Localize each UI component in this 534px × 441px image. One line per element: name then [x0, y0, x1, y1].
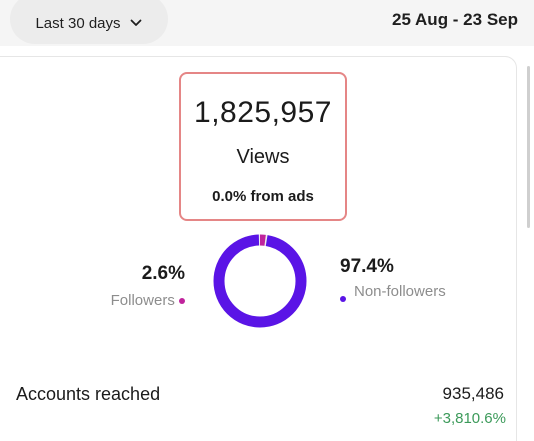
followers-percent: 2.6%	[141, 263, 185, 284]
views-label: Views	[236, 146, 290, 168]
non-followers-legend: Non-followers	[340, 283, 480, 302]
followers-stat: 2.6% Followers	[60, 262, 185, 309]
followers-legend: Followers	[60, 292, 185, 309]
views-card	[0, 56, 517, 441]
chevron-down-icon	[130, 19, 141, 26]
followers-legend-dot	[179, 298, 185, 305]
non-followers-percent: 97.4%	[340, 256, 394, 277]
top-bar: Last 30 days 25 Aug - 23 Sep	[0, 0, 534, 46]
accounts-reached-change: +3,810.6%	[433, 410, 506, 427]
date-range-selector[interactable]: Last 30 days	[10, 0, 168, 44]
ads-percentage: 0.0% from ads	[212, 188, 314, 205]
donut-segment-non-followers	[213, 234, 307, 328]
non-followers-legend-dot	[340, 296, 346, 302]
accounts-reached-value: 935,486	[442, 384, 504, 403]
accounts-reached-label: Accounts reached	[16, 384, 161, 404]
date-range-selector-label: Last 30 days	[35, 14, 121, 32]
audience-donut-chart	[213, 234, 307, 328]
scrollbar[interactable]	[527, 66, 530, 228]
followers-label: Followers	[110, 292, 175, 309]
non-followers-label: Non-followers	[354, 283, 446, 300]
views-summary: 1,825,957 Views 0.0% from ads	[179, 72, 347, 221]
non-followers-stat: 97.4% Non-followers	[340, 255, 480, 302]
donut-segment-followers	[213, 234, 307, 328]
views-count: 1,825,957	[194, 96, 332, 129]
date-range-text: 25 Aug - 23 Sep	[392, 10, 518, 29]
